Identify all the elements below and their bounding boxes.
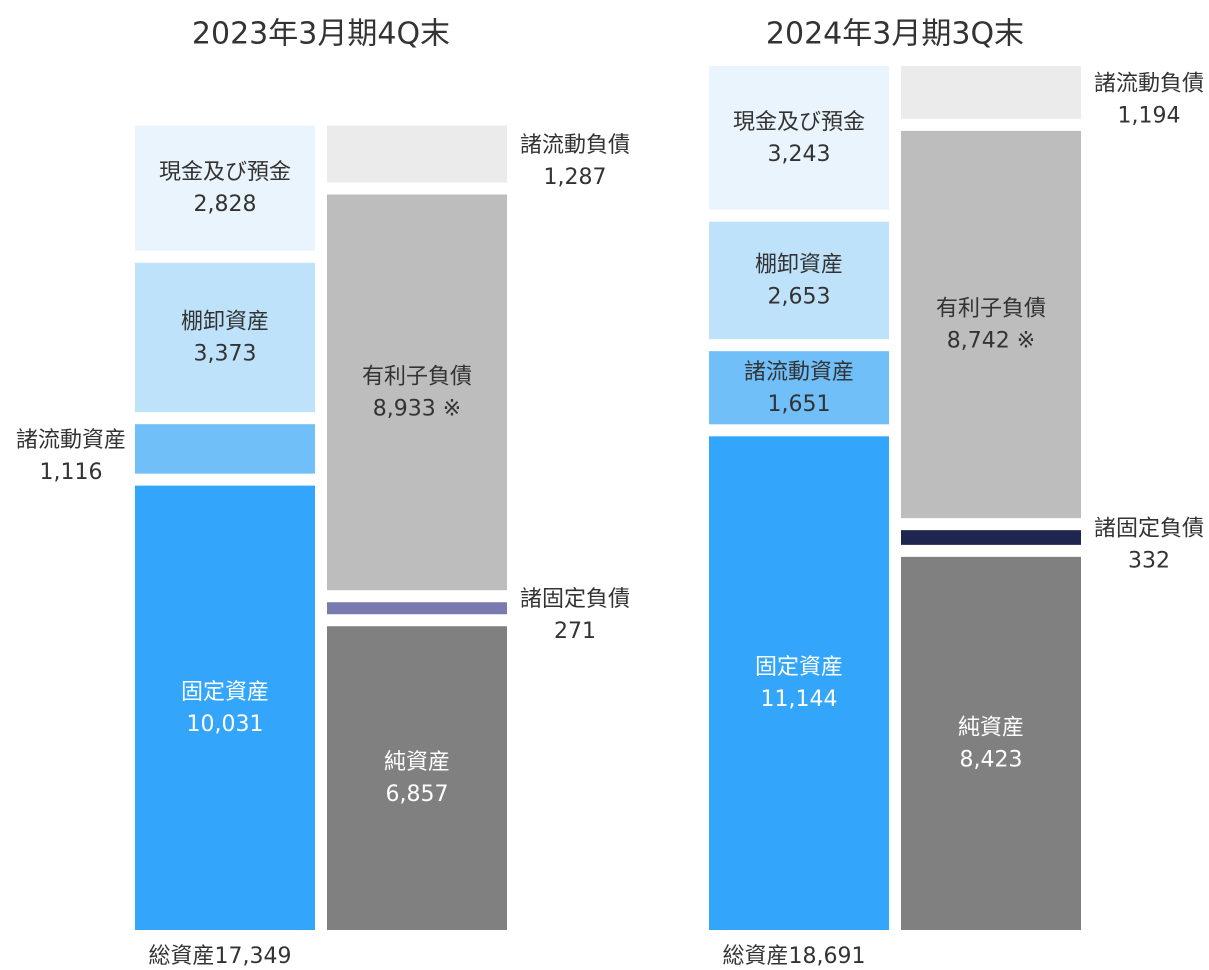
segment [135, 424, 315, 474]
segment [135, 125, 315, 251]
segment-name: 固定資産 [181, 680, 269, 705]
segment-value: 8,933 ※ [373, 396, 461, 421]
segment-value: 1,651 [768, 392, 831, 417]
segment-name: 現金及び預金 [159, 160, 291, 185]
segment-value: 3,243 [768, 142, 831, 167]
segment-name: 諸流動負債 [520, 133, 630, 158]
period-title: 2024年3月期3Q末 [766, 17, 1024, 52]
segment-name: 諸固定負債 [1094, 517, 1204, 542]
segment [327, 602, 507, 615]
segment-name: 固定資産 [755, 655, 843, 680]
segment [135, 485, 315, 930]
segment-name: 有利子負債 [936, 297, 1046, 322]
segment [709, 65, 889, 210]
segment-value: 10,031 [187, 712, 264, 737]
segment [709, 436, 889, 930]
segment-name: 諸流動資産 [16, 428, 126, 453]
segment-name: 棚卸資産 [181, 309, 269, 334]
segment-name: 諸流動資産 [744, 360, 854, 385]
segment [135, 262, 315, 413]
segment [901, 556, 1081, 930]
segment-value: 3,373 [194, 341, 257, 366]
segment-value: 1,116 [40, 460, 103, 485]
segment-value: 271 [554, 619, 596, 644]
segment [709, 351, 889, 425]
segment-value: 8,742 ※ [947, 329, 1035, 354]
segment [327, 626, 507, 930]
segment [901, 530, 1081, 545]
segment-name: 現金及び預金 [733, 110, 865, 135]
segment-name: 諸流動負債 [1094, 71, 1204, 96]
segment-name: 諸固定負債 [520, 587, 630, 612]
segment-value: 11,144 [761, 687, 838, 712]
segment-value: 1,287 [544, 165, 607, 190]
segment-value: 1,194 [1118, 103, 1181, 128]
segment-value: 2,653 [768, 284, 831, 309]
segment-name: 純資産 [384, 750, 450, 775]
segment [327, 125, 507, 183]
segment-name: 純資産 [958, 715, 1024, 740]
segment-value: 8,423 [960, 747, 1023, 772]
total-label: 総資産18,691 [723, 944, 866, 969]
segment [901, 65, 1081, 119]
segment [709, 221, 889, 340]
segment-name: 棚卸資産 [755, 252, 843, 277]
segment [901, 130, 1081, 519]
segment-value: 6,857 [386, 782, 449, 807]
period-title: 2023年3月期4Q末 [192, 17, 450, 52]
segment-value: 332 [1128, 549, 1170, 574]
segment [327, 194, 507, 591]
segment-name: 有利子負債 [362, 364, 472, 389]
segment-value: 2,828 [194, 192, 257, 217]
total-label: 総資産17,349 [149, 944, 292, 969]
